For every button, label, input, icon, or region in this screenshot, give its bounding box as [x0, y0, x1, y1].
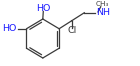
Text: NH: NH — [96, 8, 110, 17]
Text: HO: HO — [2, 24, 17, 33]
Text: HO: HO — [36, 4, 51, 13]
Text: CH₃: CH₃ — [95, 1, 109, 7]
Text: Cl: Cl — [67, 26, 76, 35]
